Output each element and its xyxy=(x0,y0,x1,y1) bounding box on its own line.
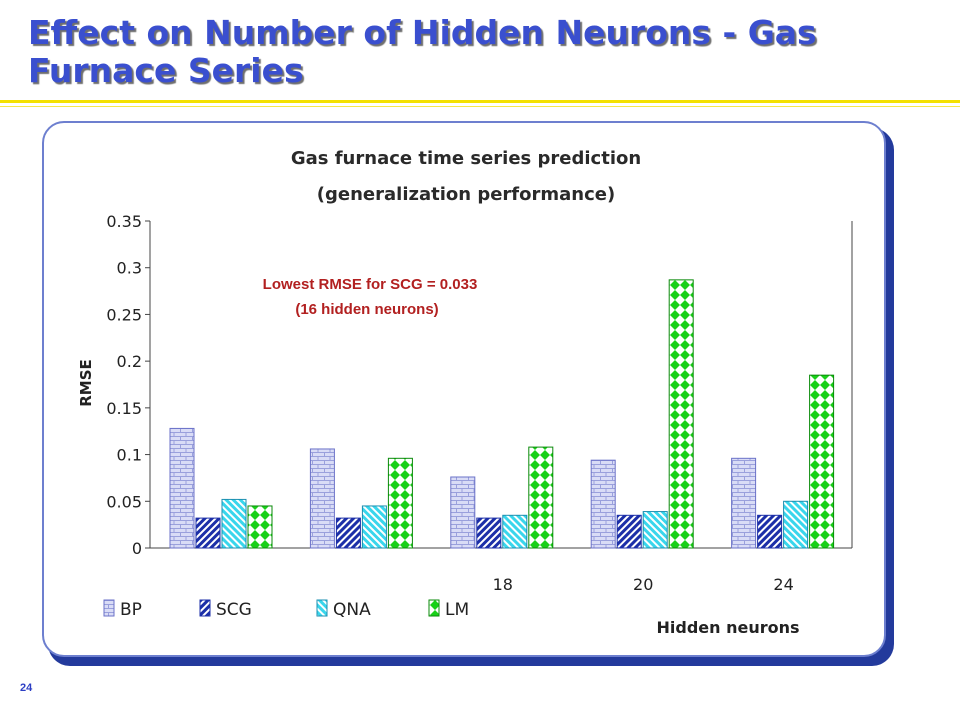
bar-qna xyxy=(361,505,387,549)
legend-label-bp: BP xyxy=(120,600,142,620)
bar-qna xyxy=(502,514,528,549)
x-tick-label: 24 xyxy=(773,575,793,594)
chart-legend: BP SCG QNA LM xyxy=(103,599,469,620)
bar-scg xyxy=(335,517,361,549)
legend-swatch-bp xyxy=(103,599,115,617)
title-underline-thin xyxy=(0,106,960,107)
slide-title: Effect on Number of Hidden Neurons - Gas… xyxy=(28,13,817,90)
bar-lm xyxy=(387,457,413,549)
chart-frame xyxy=(42,121,886,657)
y-tick-label: 0.3 xyxy=(117,259,142,278)
y-tick-label: 0.25 xyxy=(106,305,142,324)
bar-qna xyxy=(221,498,247,549)
y-tick-label: 0.1 xyxy=(117,446,142,465)
plot-area: 0 0.05 0.1 0.15 0.2 0.25 0.3 0.35 18 20 24 xyxy=(106,212,853,594)
y-axis-label: RMSE xyxy=(77,359,95,407)
legend-label-qna: QNA xyxy=(333,600,371,620)
legend-swatch-lm xyxy=(428,599,440,617)
legend-label-scg: SCG xyxy=(216,600,252,620)
bar-scg xyxy=(195,517,221,549)
x-axis-label: Hidden neurons xyxy=(656,618,799,637)
bar-bp xyxy=(731,457,757,549)
bar-scg xyxy=(757,514,783,549)
annotation-line-2: (16 hidden neurons) xyxy=(295,301,438,318)
title-underline xyxy=(0,100,960,103)
bar-lm xyxy=(668,279,694,549)
y-tick-label: 0.05 xyxy=(106,492,142,511)
x-tick-label: 18 xyxy=(493,575,513,594)
chart-title: Gas furnace time series prediction xyxy=(291,148,641,169)
bar-scg xyxy=(616,514,642,549)
y-tick-label: 0 xyxy=(132,539,142,558)
bar-lm xyxy=(528,446,554,549)
bar-bp xyxy=(450,476,476,549)
bar-bp xyxy=(309,448,335,549)
annotation-line-1: Lowest RMSE for SCG = 0.033 xyxy=(263,276,478,293)
bar-qna xyxy=(783,500,809,549)
legend-swatch-scg xyxy=(199,599,211,617)
bar-scg xyxy=(476,517,502,549)
legend-label-lm: LM xyxy=(445,600,469,620)
legend-swatch-qna xyxy=(316,599,328,617)
bar-bp xyxy=(169,427,195,549)
bar-lm xyxy=(247,505,273,549)
x-tick-label: 20 xyxy=(633,575,653,594)
y-tick-label: 0.35 xyxy=(106,212,142,231)
page-number: 24 xyxy=(20,682,33,694)
bar-lm xyxy=(809,374,835,549)
y-tick-label: 0.2 xyxy=(117,352,142,371)
bar-qna xyxy=(642,511,668,549)
y-tick-label: 0.15 xyxy=(106,399,142,418)
bar-bp xyxy=(590,459,616,549)
chart-subtitle: (generalization performance) xyxy=(317,184,615,205)
